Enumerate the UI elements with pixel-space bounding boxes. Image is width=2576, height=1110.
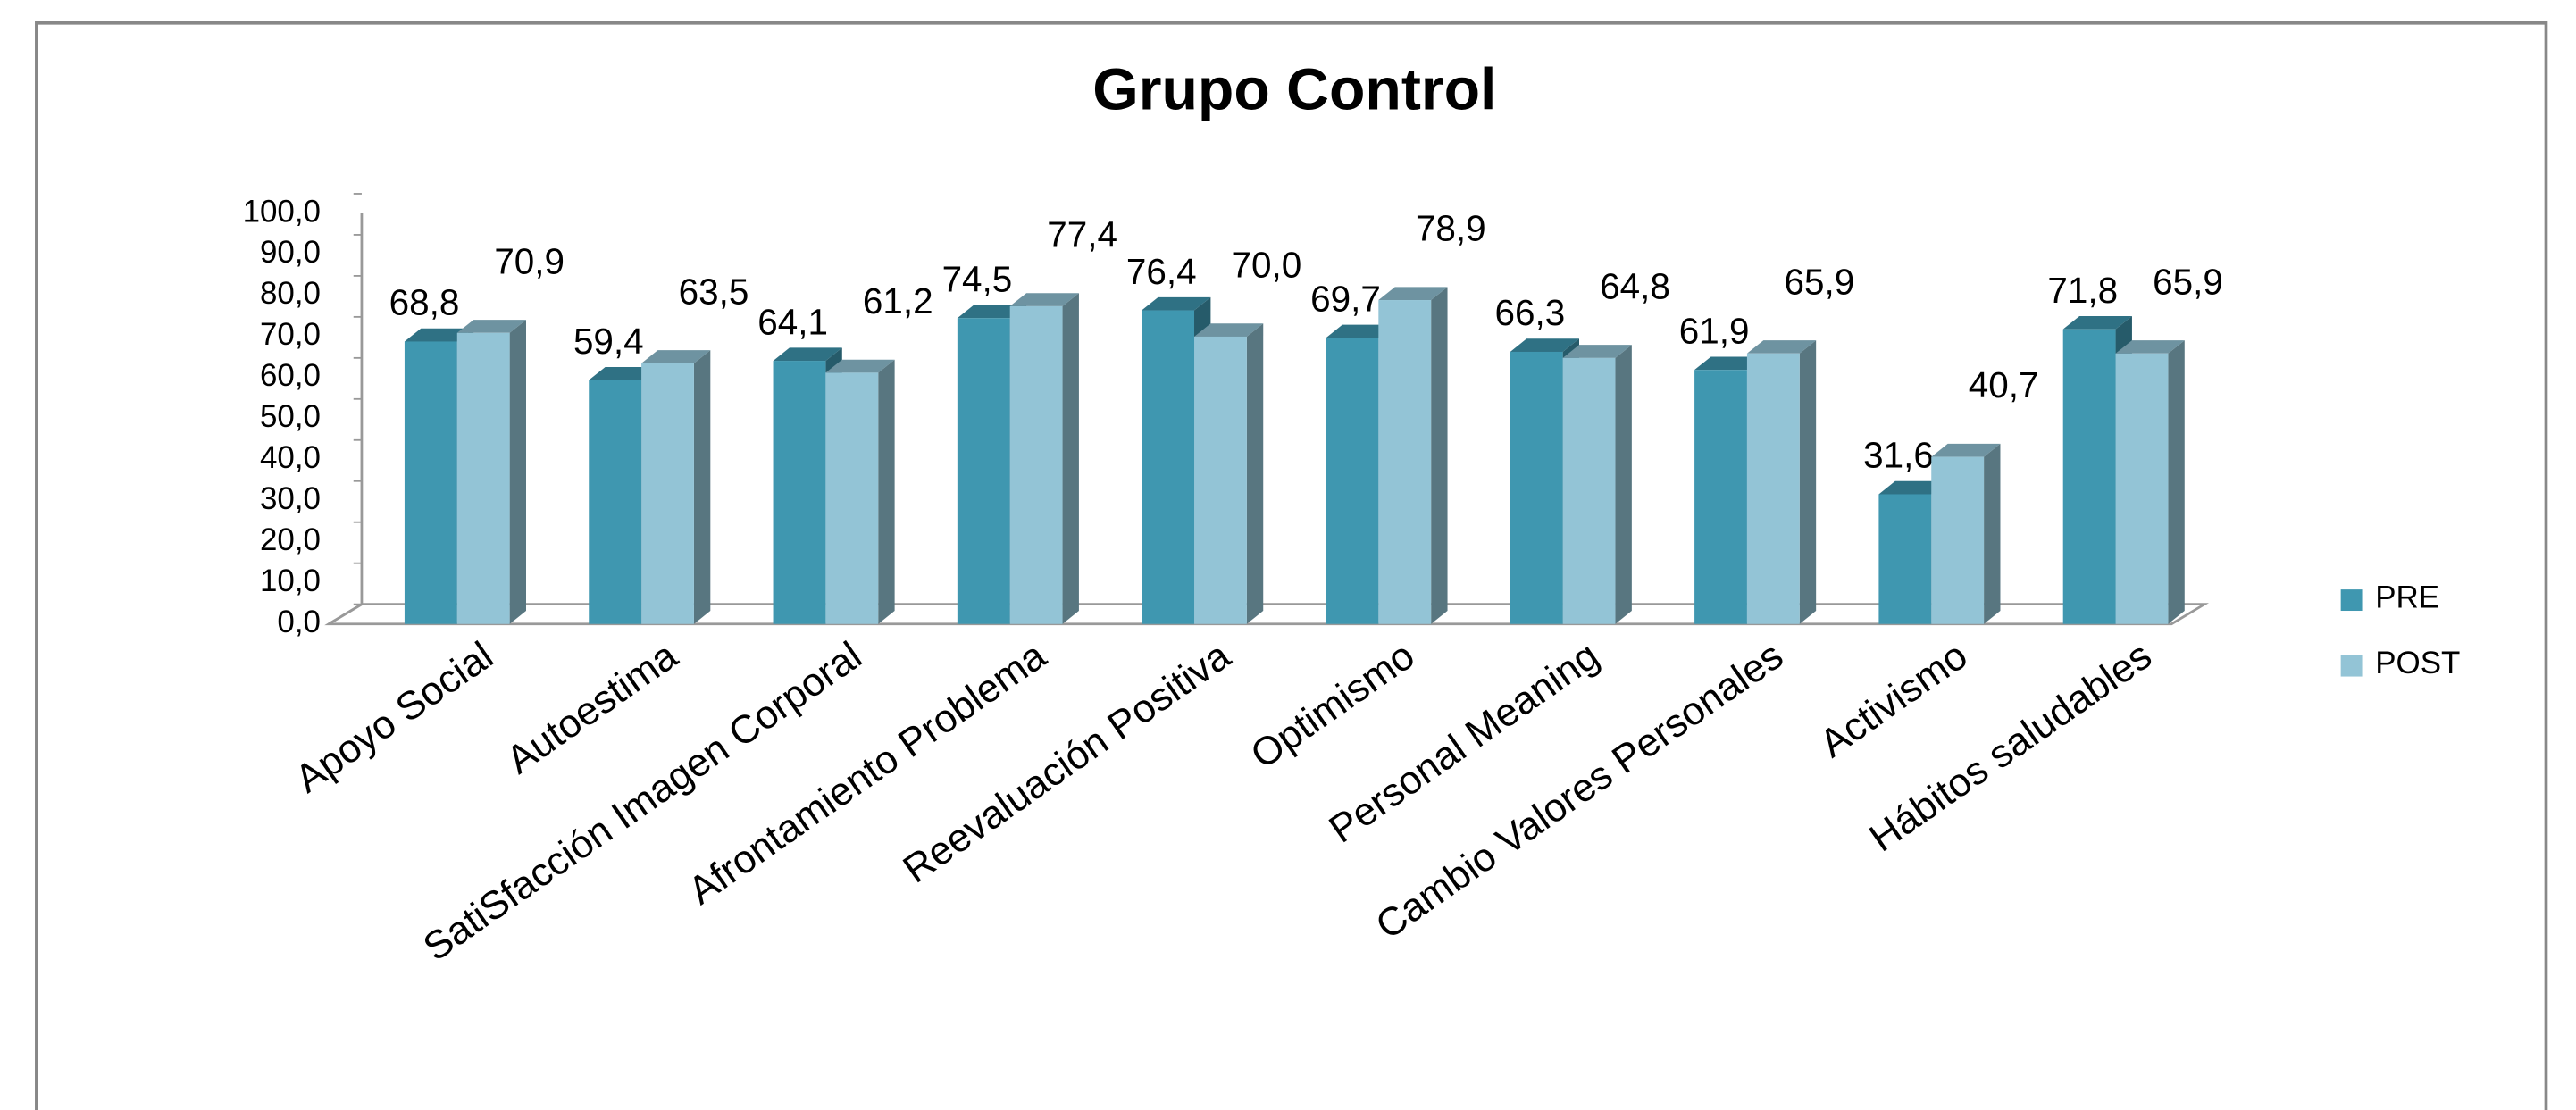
y-tick-label: 100,0 bbox=[243, 194, 321, 229]
bar bbox=[1878, 494, 1932, 624]
data-label: 40,7 bbox=[1969, 364, 2039, 405]
data-label: 78,9 bbox=[1416, 207, 1486, 248]
bar bbox=[1562, 357, 1616, 624]
data-label: 70,9 bbox=[494, 240, 565, 281]
data-label: 61,9 bbox=[1679, 310, 1750, 351]
data-label: 31,6 bbox=[1863, 435, 1934, 476]
bar-side bbox=[2168, 340, 2185, 624]
legend-label: POST bbox=[2375, 646, 2460, 680]
data-label: 68,8 bbox=[389, 282, 460, 323]
bar bbox=[404, 341, 457, 624]
bar-side bbox=[693, 350, 711, 624]
y-tick-label: 20,0 bbox=[260, 522, 321, 557]
bar bbox=[773, 361, 826, 624]
data-label: 70,0 bbox=[1232, 244, 1302, 285]
bar bbox=[1326, 338, 1379, 624]
bar-top bbox=[825, 359, 895, 373]
bar-top bbox=[1510, 338, 1580, 352]
bar-top bbox=[1562, 345, 1632, 358]
bar-side bbox=[1984, 443, 2001, 624]
data-label: 63,5 bbox=[679, 271, 749, 312]
bar bbox=[1142, 310, 1195, 624]
data-label: 64,8 bbox=[1600, 265, 1670, 306]
y-tick-label: 80,0 bbox=[260, 276, 321, 311]
data-label: 65,9 bbox=[1784, 261, 1854, 302]
bar-side bbox=[878, 359, 895, 624]
bar-side bbox=[1246, 323, 1264, 624]
bar-top bbox=[641, 350, 711, 363]
data-label: 61,2 bbox=[863, 280, 933, 321]
y-tick-label: 40,0 bbox=[260, 440, 321, 475]
bar bbox=[641, 363, 694, 624]
data-label: 59,4 bbox=[573, 321, 644, 362]
bar bbox=[957, 318, 1010, 624]
legend-label: PRE bbox=[2375, 580, 2439, 614]
y-tick-label: 60,0 bbox=[260, 358, 321, 393]
bar-top bbox=[773, 347, 842, 362]
y-tick-label: 50,0 bbox=[260, 399, 321, 434]
bar bbox=[1931, 456, 1985, 624]
data-label: 77,4 bbox=[1047, 213, 1117, 255]
bar bbox=[1194, 336, 1247, 624]
x-tick-label: Apoyo Social bbox=[288, 633, 501, 801]
bar-top bbox=[1878, 480, 1948, 495]
x-tick-label: Reevaluación Positiva bbox=[895, 633, 1238, 891]
frame bbox=[35, 21, 2548, 1110]
data-label: 71,8 bbox=[2047, 270, 2118, 311]
bar-top bbox=[1142, 296, 1211, 311]
bar bbox=[825, 372, 879, 624]
bar bbox=[1378, 300, 1432, 624]
bar bbox=[1694, 370, 1747, 624]
bar-top bbox=[2062, 315, 2132, 330]
bar-side bbox=[1799, 340, 1817, 624]
bar bbox=[456, 332, 510, 624]
bar-side bbox=[1062, 293, 1079, 624]
y-axis-front bbox=[328, 603, 363, 625]
x-tick-label: Activismo bbox=[1812, 633, 1976, 765]
y-tick-label: 0,0 bbox=[277, 605, 321, 639]
bar-top bbox=[1009, 293, 1079, 306]
bar bbox=[589, 380, 642, 624]
bar-top bbox=[2115, 340, 2185, 354]
x-tick-label: Optimismo bbox=[1243, 633, 1423, 777]
legend-swatch bbox=[2340, 589, 2363, 612]
y-tick-label: 30,0 bbox=[260, 481, 321, 516]
bar-top bbox=[1326, 324, 1395, 338]
x-tick-label: Autoestima bbox=[498, 633, 685, 782]
data-label: 69,7 bbox=[1310, 279, 1381, 320]
bar-top bbox=[957, 305, 1027, 319]
bar-top bbox=[404, 328, 474, 342]
data-label: 66,3 bbox=[1494, 292, 1565, 333]
bar bbox=[1009, 305, 1063, 624]
x-tick-label: Afrontamiento Problema bbox=[681, 633, 1054, 913]
bar-top bbox=[1194, 323, 1264, 337]
y-tick-label: 70,0 bbox=[260, 317, 321, 352]
bar-side bbox=[509, 320, 527, 624]
data-label: 74,5 bbox=[942, 258, 1013, 299]
bar-top bbox=[589, 366, 658, 380]
bar-side bbox=[1431, 287, 1448, 624]
bar-top bbox=[1746, 340, 1817, 354]
bar-top bbox=[1694, 356, 1764, 371]
bar-top bbox=[1931, 443, 2001, 457]
bar-side bbox=[1615, 345, 1632, 624]
bar-top bbox=[456, 320, 527, 333]
legend-swatch bbox=[2340, 655, 2363, 677]
data-label: 64,1 bbox=[757, 301, 828, 342]
data-label: 65,9 bbox=[2153, 261, 2223, 302]
bar bbox=[2062, 329, 2116, 624]
bar-top bbox=[1378, 287, 1448, 301]
data-label: 76,4 bbox=[1126, 251, 1197, 292]
y-tick-label: 10,0 bbox=[260, 563, 321, 598]
bar bbox=[1746, 353, 1800, 624]
bar bbox=[1510, 351, 1563, 624]
chart-title: Grupo Control bbox=[1092, 56, 1496, 122]
y-tick-label: 90,0 bbox=[260, 235, 321, 270]
bar bbox=[2115, 353, 2169, 624]
